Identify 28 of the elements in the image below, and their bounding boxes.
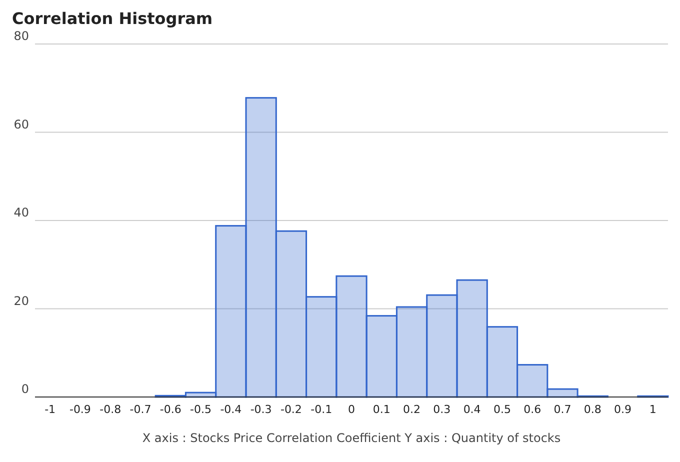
x-tick-label: -0.4 (220, 403, 242, 416)
x-axis-title: X axis : Stocks Price Correlation Coefficient Y axis : Quantity of stocks (142, 431, 561, 445)
x-tick-label: -0.9 (69, 403, 91, 416)
x-tick-label: -0.7 (130, 403, 152, 416)
x-tick-label: 0.9 (614, 403, 632, 416)
x-tick-label: 0.5 (493, 403, 511, 416)
x-tick-label: -0.3 (250, 403, 272, 416)
x-tick-label: 0.8 (584, 403, 602, 416)
x-tick-label: 0.7 (554, 403, 572, 416)
x-tick-label: 0.6 (524, 403, 542, 416)
x-tick-label: 0.1 (372, 403, 390, 416)
x-tick-label: -0.1 (310, 403, 332, 416)
x-tick-label: -0.8 (100, 403, 122, 416)
x-tick-label: 0 (348, 403, 355, 416)
y-tick-label: 0 (21, 382, 29, 396)
y-tick-label: 80 (14, 29, 29, 43)
x-tick-label: 0.3 (433, 403, 451, 416)
x-tick-label: -0.2 (280, 403, 302, 416)
x-tick-label: 0.2 (403, 403, 421, 416)
y-tick-label: 20 (14, 294, 29, 308)
y-tick-label: 40 (14, 206, 29, 220)
x-tick-label: 0.4 (463, 403, 481, 416)
y-tick-label: 60 (14, 117, 29, 132)
x-tick-label: 1 (649, 403, 656, 416)
chart-title: Correlation Histogram (12, 9, 213, 28)
x-tick-label: -0.6 (160, 403, 182, 416)
x-tick-label: -0.5 (190, 403, 212, 416)
x-tick-label: -1 (44, 403, 56, 416)
